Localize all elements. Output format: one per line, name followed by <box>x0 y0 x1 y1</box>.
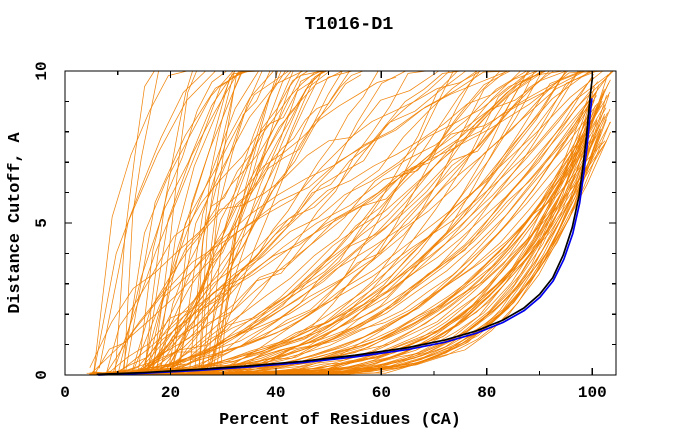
svg-text:60: 60 <box>372 384 391 402</box>
svg-text:T1016-D1: T1016-D1 <box>305 14 394 35</box>
svg-text:0: 0 <box>33 370 51 380</box>
svg-text:80: 80 <box>477 384 496 402</box>
svg-text:40: 40 <box>266 384 285 402</box>
svg-text:Distance Cutoff, A: Distance Cutoff, A <box>6 131 25 313</box>
svg-text:5: 5 <box>33 218 51 228</box>
svg-text:20: 20 <box>161 384 180 402</box>
svg-text:100: 100 <box>578 384 607 402</box>
svg-text:0: 0 <box>60 384 70 402</box>
svg-text:Percent of Residues (CA): Percent of Residues (CA) <box>219 411 461 430</box>
svg-text:10: 10 <box>33 61 51 80</box>
